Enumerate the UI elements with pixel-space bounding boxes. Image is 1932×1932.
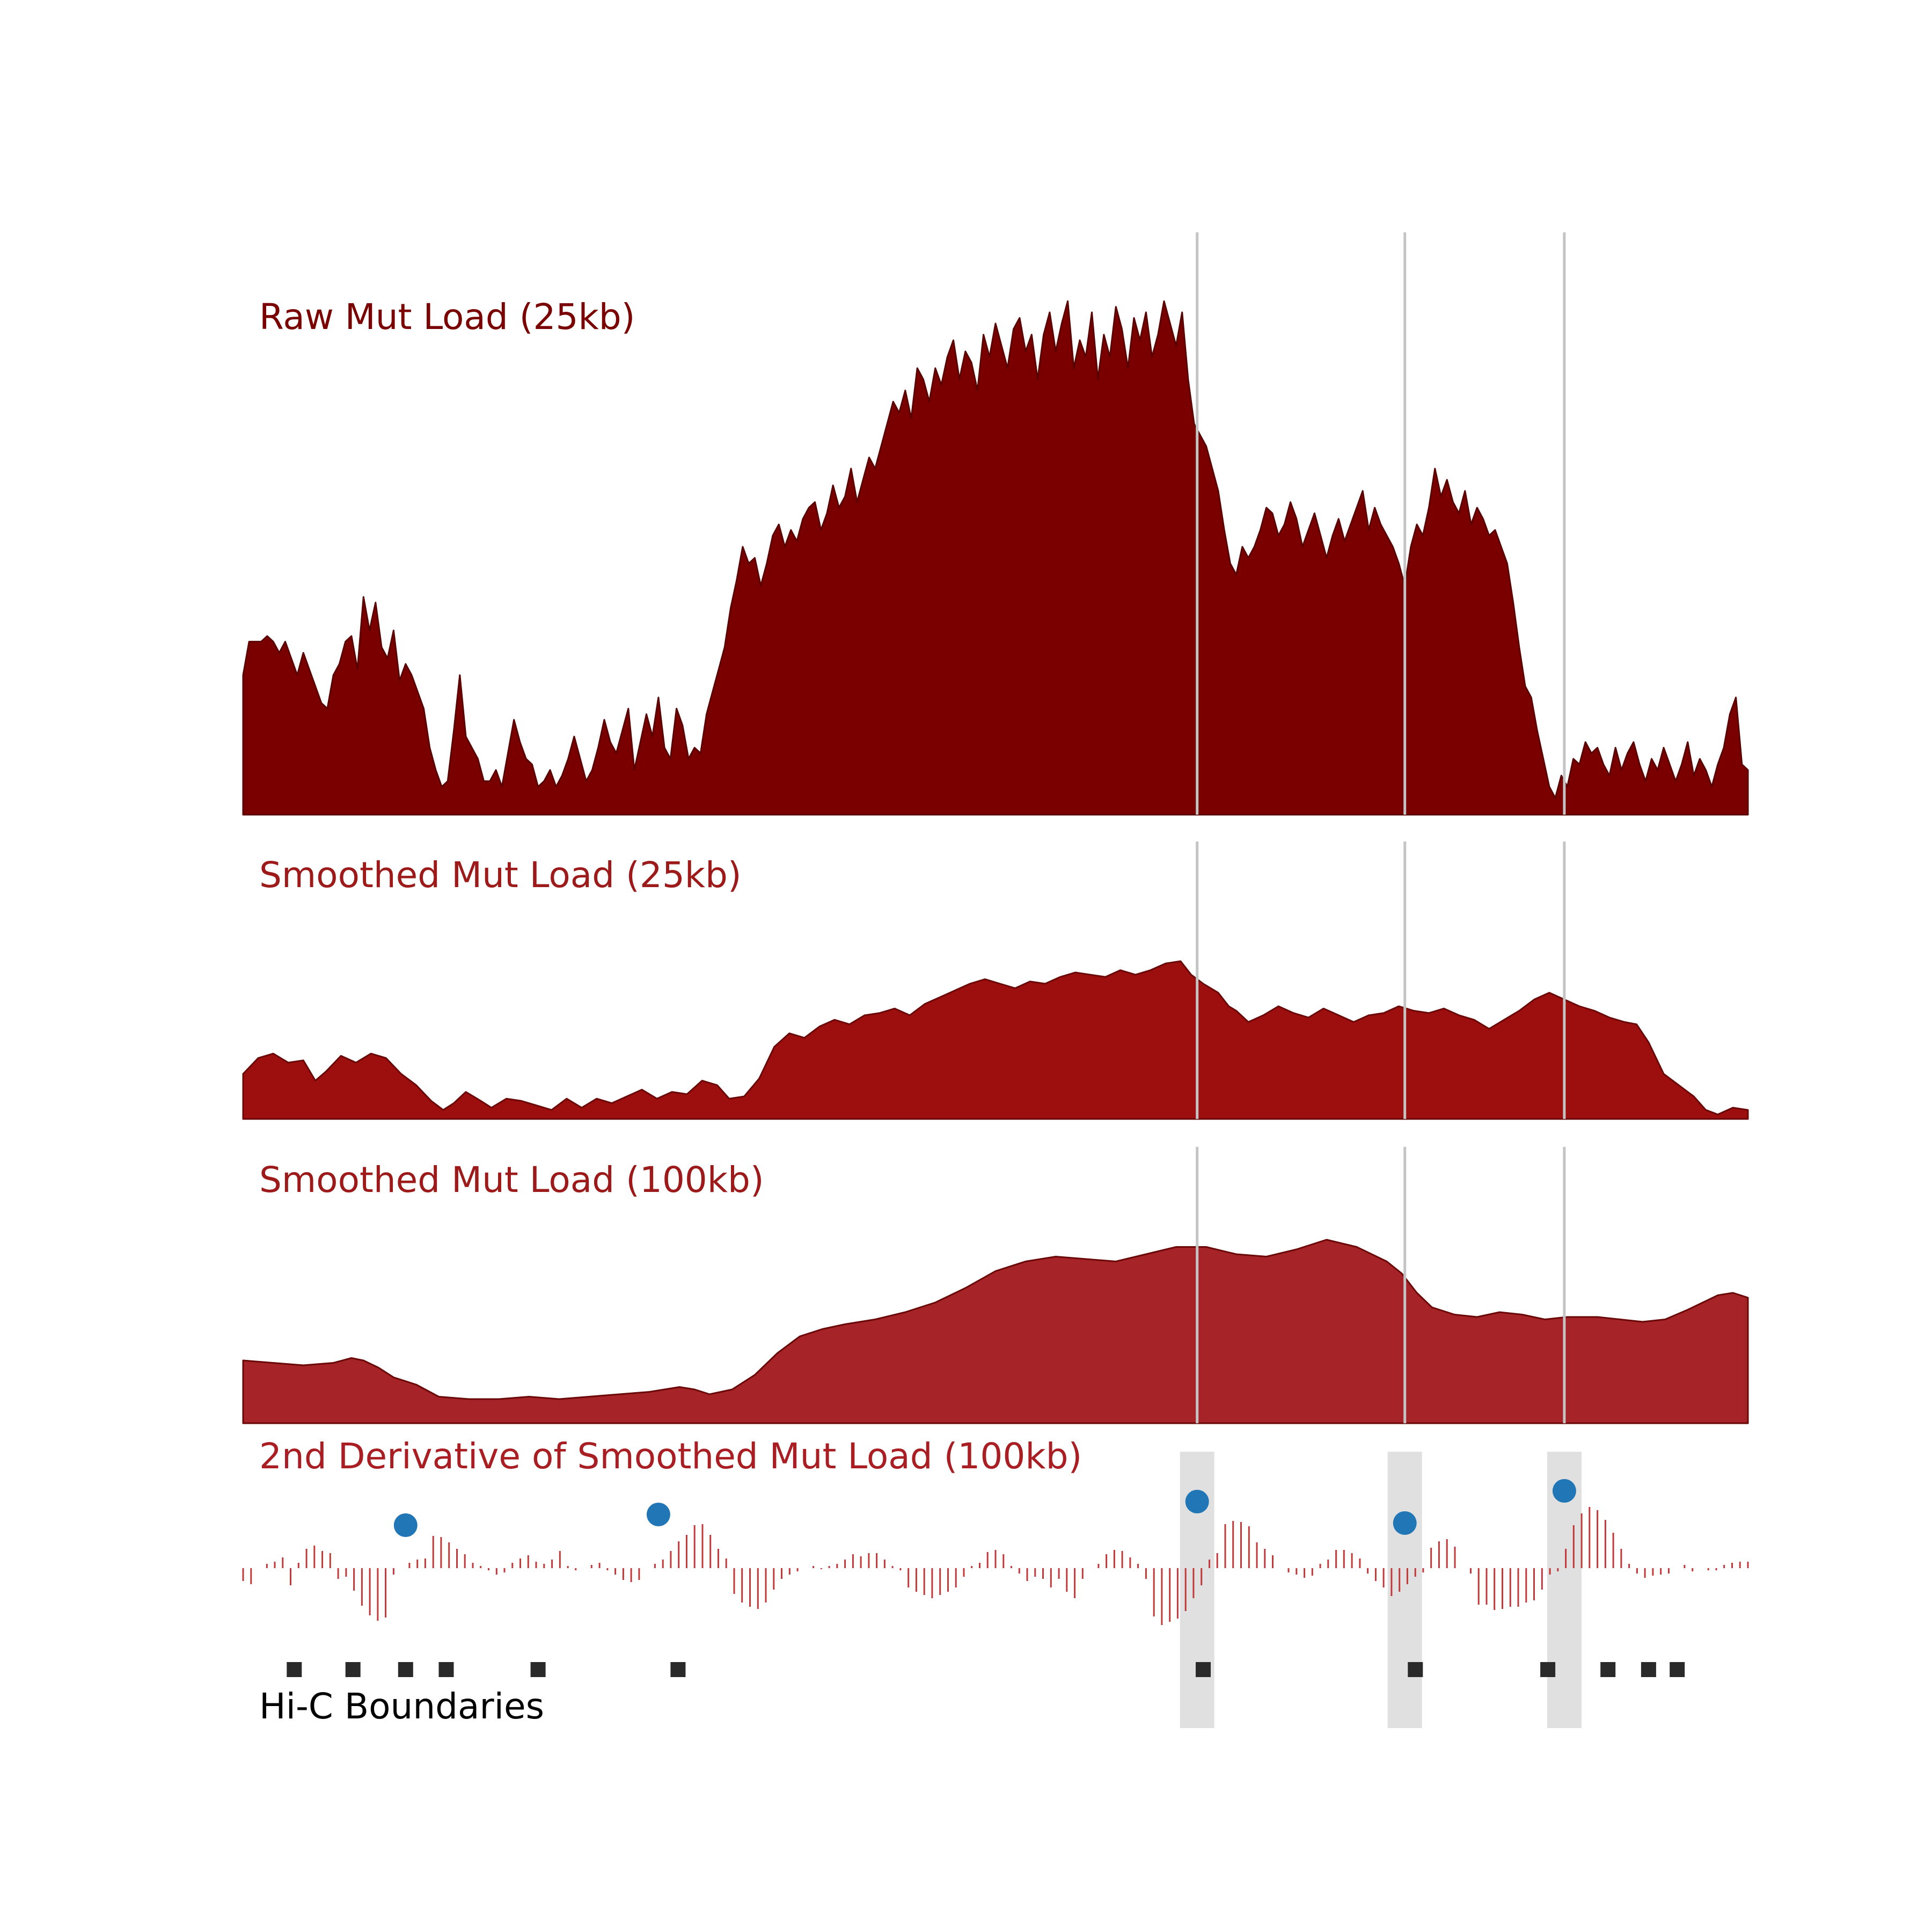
hic-boundary-marker	[287, 1662, 302, 1677]
smoothed-100kb-area	[242, 1239, 1749, 1424]
derivative-title: 2nd Derivative of Smoothed Mut Load (100…	[259, 1436, 1082, 1477]
derivative-panel: 2nd Derivative of Smoothed Mut Load (100…	[242, 1436, 1749, 1625]
smoothed-25kb-panel: Smoothed Mut Load (25kb)	[242, 854, 1749, 1120]
raw-load-area	[242, 300, 1749, 816]
smoothed-100kb-panel: Smoothed Mut Load (100kb)	[242, 1159, 1749, 1424]
hic-boundary-marker	[1600, 1662, 1616, 1677]
boundary-lines	[1196, 232, 1566, 1423]
peak-point	[1185, 1490, 1209, 1513]
hic-boundary-markers	[287, 1662, 1685, 1677]
peak-point	[1552, 1479, 1576, 1503]
hic-boundary-marker	[1408, 1662, 1423, 1677]
raw-load-title: Raw Mut Load (25kb)	[259, 296, 635, 338]
hic-boundaries-panel: Hi-C Boundaries	[259, 1662, 1685, 1727]
hic-boundary-marker	[1641, 1662, 1656, 1677]
hic-boundary-marker	[438, 1662, 454, 1677]
highlight-band	[1387, 1452, 1422, 1728]
hic-boundary-marker	[398, 1662, 413, 1677]
smoothed-25kb-title: Smoothed Mut Load (25kb)	[259, 854, 742, 896]
raw-load-panel: Raw Mut Load (25kb)	[242, 296, 1749, 816]
derivative-stems	[242, 1507, 1749, 1625]
highlight-bands	[1180, 1452, 1582, 1728]
peak-point	[393, 1513, 418, 1537]
peak-point	[646, 1503, 670, 1526]
hic-boundary-marker	[1196, 1662, 1211, 1677]
hic-boundary-marker	[345, 1662, 361, 1677]
smoothed-100kb-title: Smoothed Mut Load (100kb)	[259, 1159, 764, 1201]
hic-boundary-marker	[530, 1662, 546, 1677]
peak-point	[1393, 1511, 1417, 1535]
hic-boundary-marker	[1670, 1662, 1685, 1677]
hic-boundary-marker	[670, 1662, 686, 1677]
hic-boundary-marker	[1540, 1662, 1556, 1677]
hic-boundaries-title: Hi-C Boundaries	[259, 1686, 544, 1727]
derivative-peak-points	[393, 1479, 1576, 1537]
smoothed-25kb-area	[242, 960, 1749, 1120]
